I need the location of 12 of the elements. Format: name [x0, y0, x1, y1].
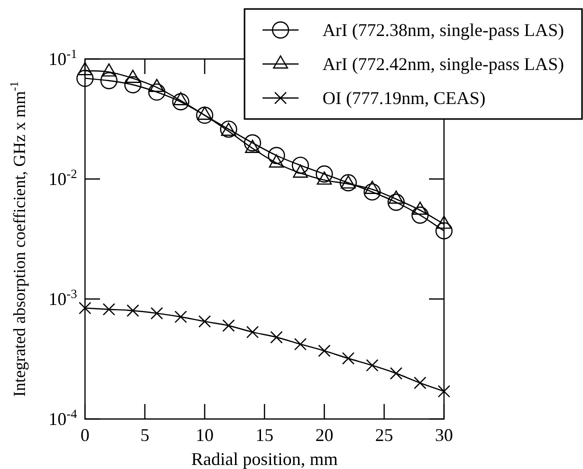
x-tick-label: 25 — [375, 425, 394, 445]
legend-label: ArI (772.42nm, single-pass LAS) — [322, 54, 564, 74]
x-tick-label: 30 — [435, 425, 453, 445]
x-tick-label: 15 — [256, 425, 274, 445]
legend-label: ArI (772.38nm, single-pass LAS) — [322, 20, 564, 40]
x-tick-label: 5 — [140, 425, 150, 445]
x-axis-title: Radial position, mm — [191, 449, 338, 469]
x-tick-label: 20 — [315, 425, 334, 445]
legend-label: OI (777.19nm, CEAS) — [322, 88, 486, 108]
x-tick-label: 10 — [196, 425, 214, 445]
y-axis-title: Integrated absorption coefficient, GHz x mm-1 — [7, 81, 29, 397]
x-tick-label: 0 — [80, 425, 90, 445]
